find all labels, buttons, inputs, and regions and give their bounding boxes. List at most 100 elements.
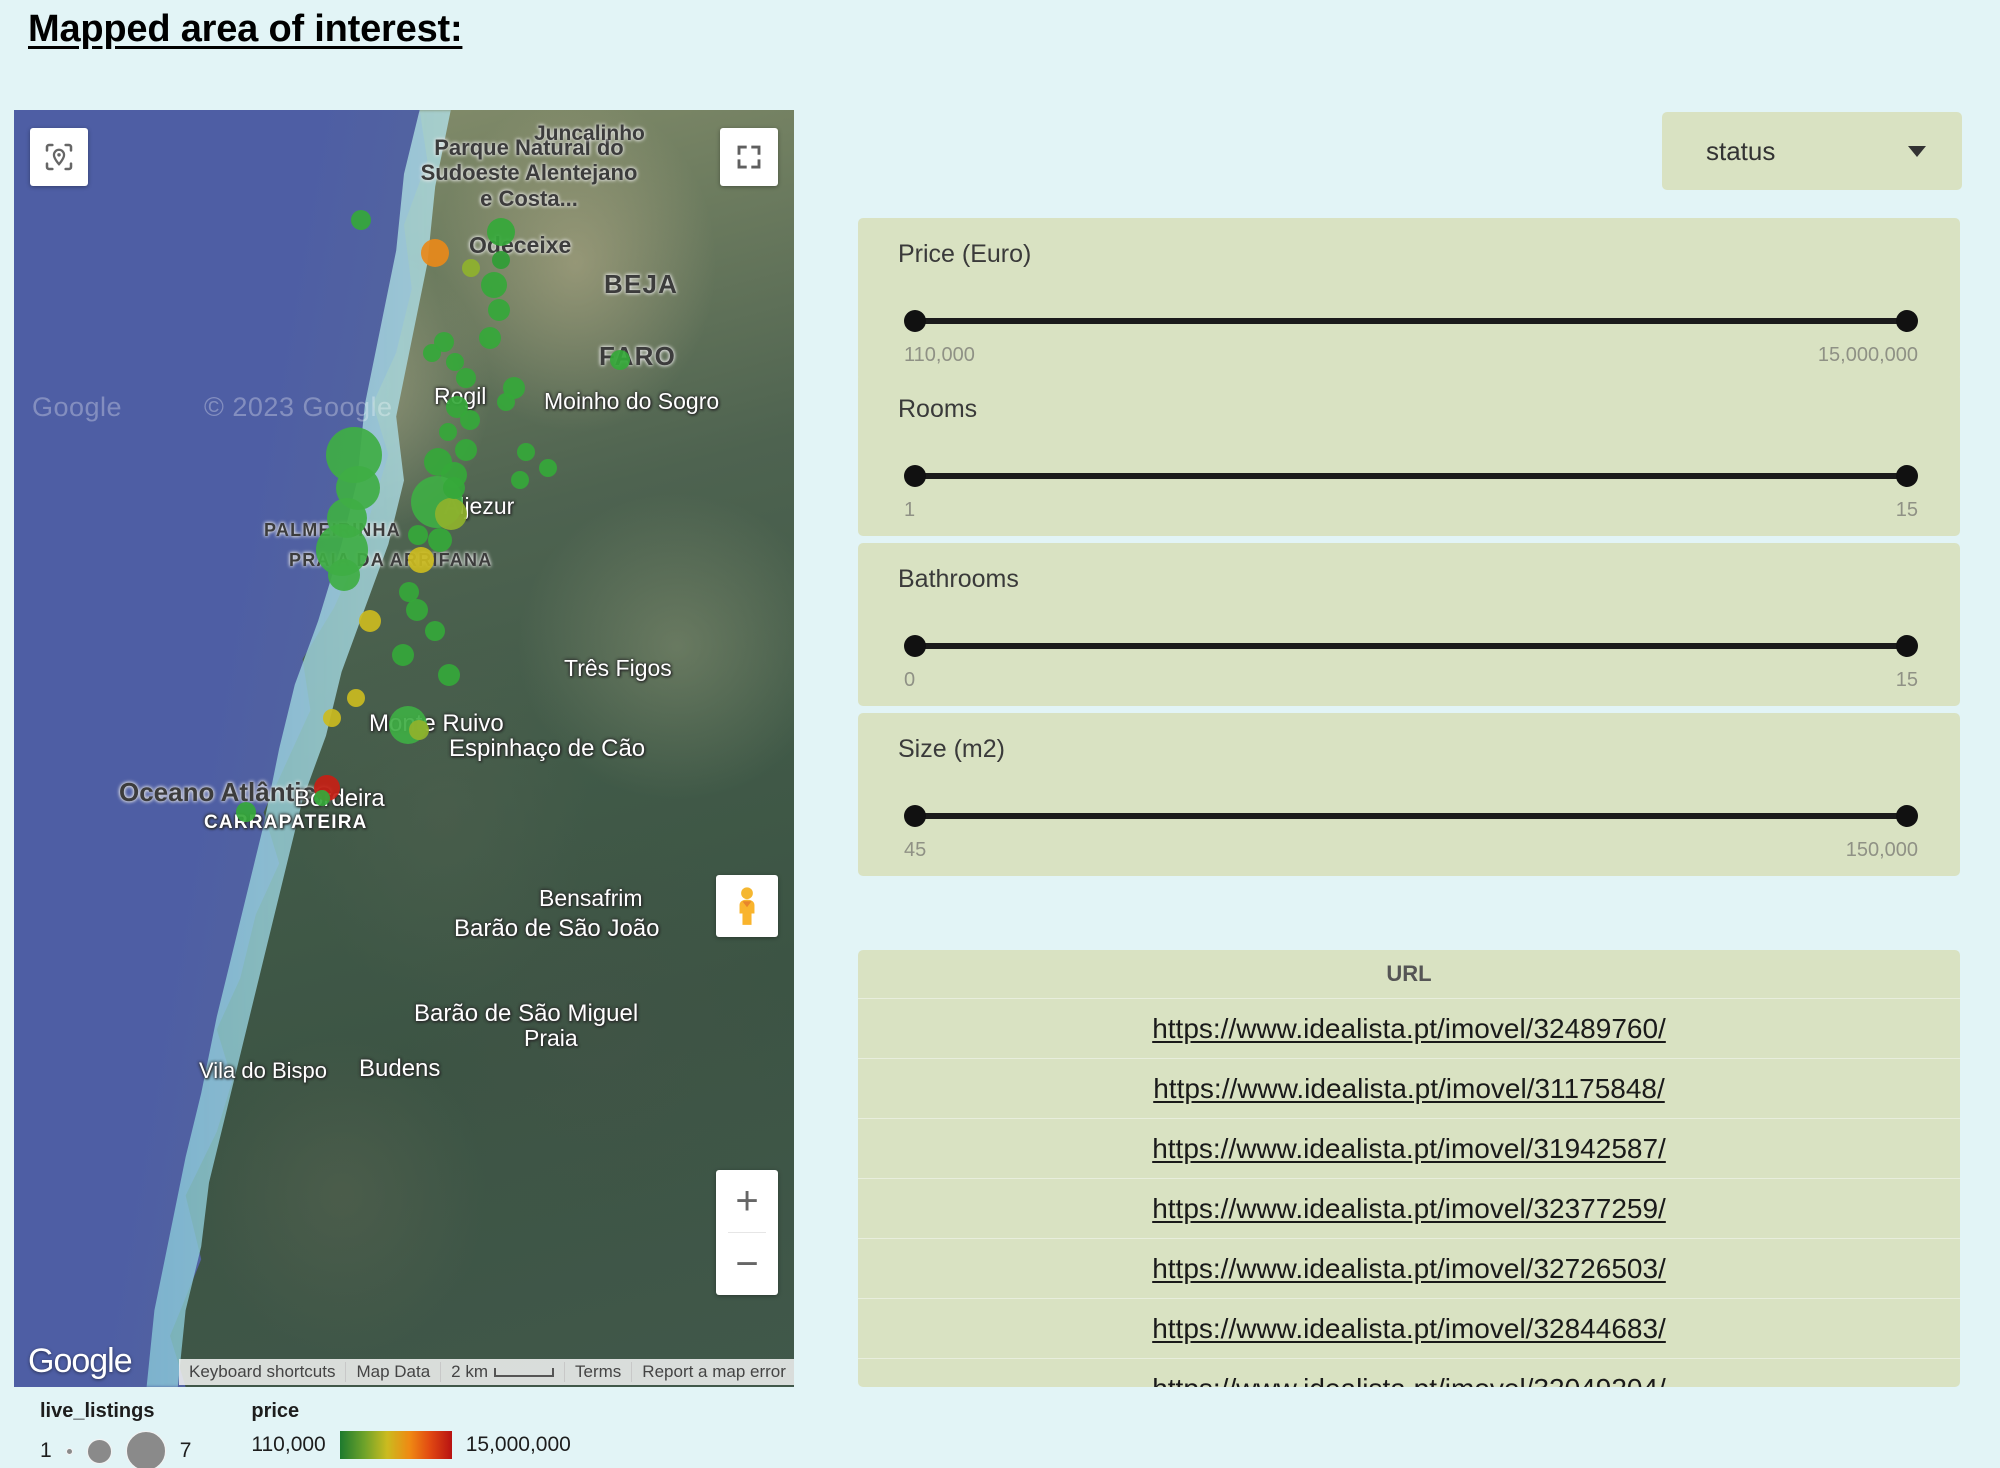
map-marker[interactable] [439, 423, 457, 441]
slider-max-label: 15 [1895, 499, 1918, 521]
slider-card[interactable]: Bathrooms 0 15 [858, 543, 1960, 706]
slider-min-label: 110,000 [904, 344, 975, 366]
zoom-in-button[interactable]: + [735, 1179, 759, 1223]
map-marker[interactable] [479, 327, 501, 349]
map-marker[interactable] [517, 443, 535, 461]
status-dropdown[interactable]: status [1662, 112, 1962, 190]
map-marker[interactable] [460, 410, 480, 430]
map-marker[interactable] [455, 439, 477, 461]
table-row[interactable]: https://www.idealista.pt/imovel/31942587… [858, 1118, 1960, 1178]
map-marker[interactable] [359, 610, 381, 632]
legend-size-title: live_listings [40, 1400, 155, 1422]
map-marker[interactable] [539, 459, 557, 477]
map-attribution-bar: Keyboard shortcuts Map Data 2 km Terms R… [179, 1359, 794, 1385]
map-marker[interactable] [236, 802, 256, 822]
keyboard-shortcuts-link[interactable]: Keyboard shortcuts [179, 1362, 347, 1382]
slider-range-labels: 110,000 15,000,000 [904, 344, 1918, 367]
map-marker[interactable] [314, 790, 330, 806]
url-table[interactable]: URL https://www.idealista.pt/imovel/3248… [858, 950, 1960, 1387]
range-slider[interactable] [904, 310, 1918, 332]
slider-track[interactable] [912, 318, 1910, 324]
slider-card[interactable]: Price (Euro) 110,000 15,000,000 [858, 218, 1960, 381]
zoom-divider [728, 1232, 766, 1233]
range-slider[interactable] [904, 805, 1918, 827]
map-canvas[interactable]: Google © 2023 Google Parque Natural do S… [14, 110, 794, 1387]
listing-url-link[interactable]: https://www.idealista.pt/imovel/31175848… [1153, 1072, 1665, 1104]
slider-knob-min[interactable] [904, 635, 926, 657]
slider-knob-max[interactable] [1896, 310, 1918, 332]
map-marker[interactable] [421, 239, 449, 267]
listing-url-link[interactable]: https://www.idealista.pt/imovel/32049204… [1152, 1373, 1666, 1388]
map-marker[interactable] [438, 664, 460, 686]
map-marker[interactable] [423, 344, 441, 362]
map-marker[interactable] [392, 644, 414, 666]
map-marker[interactable] [511, 471, 529, 489]
map-marker[interactable] [492, 251, 510, 269]
listing-url-link[interactable]: https://www.idealista.pt/imovel/31942587… [1152, 1132, 1666, 1164]
map-marker[interactable] [610, 350, 630, 370]
slider-card[interactable]: Size (m2) 45 150,000 [858, 713, 1960, 876]
map-marker[interactable] [462, 259, 480, 277]
table-row[interactable]: https://www.idealista.pt/imovel/31175848… [858, 1058, 1960, 1118]
map-marker[interactable] [409, 720, 429, 740]
map-marker[interactable] [488, 299, 510, 321]
map-marker[interactable] [408, 547, 434, 573]
map-marker[interactable] [347, 689, 365, 707]
map-marker[interactable] [487, 218, 515, 246]
map-data-link[interactable]: Map Data [346, 1362, 442, 1382]
slider-range-labels: 1 15 [904, 499, 1918, 522]
report-error-link[interactable]: Report a map error [642, 1362, 786, 1381]
map-marker[interactable] [425, 621, 445, 641]
table-row[interactable]: https://www.idealista.pt/imovel/32726503… [858, 1238, 1960, 1298]
locate-button[interactable] [30, 128, 88, 186]
range-slider[interactable] [904, 465, 1918, 487]
map-marker[interactable] [408, 525, 428, 545]
fullscreen-button[interactable] [720, 128, 778, 186]
slider-track[interactable] [912, 813, 1910, 819]
table-row[interactable]: https://www.idealista.pt/imovel/32489760… [858, 998, 1960, 1058]
slider-knob-min[interactable] [904, 805, 926, 827]
map-marker[interactable] [443, 477, 465, 499]
slider-title: Price (Euro) [898, 240, 1032, 268]
map-marker[interactable] [428, 528, 452, 552]
slider-knob-max[interactable] [1896, 465, 1918, 487]
slider-track[interactable] [912, 473, 1910, 479]
map-marker[interactable] [351, 210, 371, 230]
chevron-down-icon [1908, 145, 1926, 157]
slider-knob-min[interactable] [904, 310, 926, 332]
listing-url-link[interactable]: https://www.idealista.pt/imovel/32726503… [1152, 1252, 1666, 1284]
slider-max-label: 15,000,000 [1817, 344, 1918, 366]
listing-url-link[interactable]: https://www.idealista.pt/imovel/32377259… [1152, 1192, 1666, 1224]
slider-max-label: 15 [1895, 669, 1918, 691]
page-title: Mapped area of interest: [28, 8, 463, 50]
zoom-out-button[interactable]: − [735, 1242, 759, 1286]
map-marker[interactable] [497, 393, 515, 411]
map-marker[interactable] [323, 709, 341, 727]
range-slider[interactable] [904, 635, 1918, 657]
legend-gradient-bar [339, 1431, 452, 1459]
map-marker[interactable] [446, 353, 464, 371]
table-row[interactable]: https://www.idealista.pt/imovel/32377259… [858, 1178, 1960, 1238]
listing-url-link[interactable]: https://www.idealista.pt/imovel/32844683… [1152, 1312, 1666, 1344]
map-container[interactable]: Google © 2023 Google Parque Natural do S… [14, 110, 794, 1387]
slider-knob-max[interactable] [1896, 635, 1918, 657]
zoom-controls[interactable]: + − [716, 1170, 778, 1295]
map-marker[interactable] [406, 599, 428, 621]
slider-knob-max[interactable] [1896, 805, 1918, 827]
map-marker[interactable] [399, 582, 419, 602]
map-marker[interactable] [481, 272, 507, 298]
url-rows[interactable]: https://www.idealista.pt/imovel/32489760… [858, 998, 1960, 1387]
slider-track[interactable] [912, 643, 1910, 649]
slider-knob-min[interactable] [904, 465, 926, 487]
terms-link[interactable]: Terms [565, 1362, 633, 1382]
slider-card[interactable]: Rooms 1 15 [858, 373, 1960, 536]
map-marker[interactable] [328, 559, 360, 591]
table-row[interactable]: https://www.idealista.pt/imovel/32844683… [858, 1298, 1960, 1358]
map-marker[interactable] [435, 498, 467, 530]
map-marker[interactable] [456, 368, 476, 388]
slider-range-labels: 0 15 [904, 669, 1918, 692]
listing-url-link[interactable]: https://www.idealista.pt/imovel/32489760… [1152, 1012, 1666, 1044]
street-view-pegman-button[interactable] [716, 875, 778, 937]
table-row[interactable]: https://www.idealista.pt/imovel/32049204… [858, 1358, 1960, 1387]
